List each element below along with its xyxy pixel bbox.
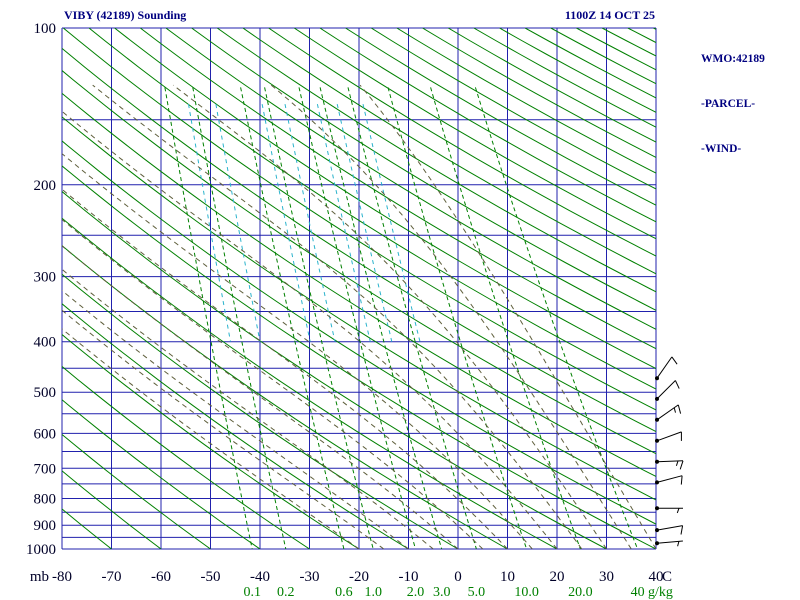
mixing-ratio-tick-label: 10.0 — [514, 585, 539, 600]
station-info-block: WMO:42189 -PARCEL- -WIND- — [701, 22, 765, 187]
wind-barbs — [655, 356, 684, 547]
wind-barb-staff — [656, 404, 679, 421]
mixing-ratio-lines — [164, 87, 639, 549]
pressure-tick-label: 400 — [34, 335, 57, 351]
mixing-ratio-tick-label: 20.0 — [568, 585, 593, 600]
pressure-tick-label: 200 — [34, 178, 57, 194]
wind-barb-staff — [656, 380, 676, 400]
temperature-tick-label: -40 — [250, 569, 270, 585]
wind-barb-full — [671, 356, 678, 365]
temperature-tick-label: -80 — [52, 569, 72, 585]
wind-barb-half — [677, 541, 680, 547]
dry-adiabats — [62, 28, 656, 549]
mixing-ratio-tick-label: 0.1 — [243, 585, 261, 600]
station-wmo-id: WMO:42189 — [701, 53, 765, 65]
pressure-tick-label: 800 — [34, 492, 57, 508]
pressure-tick-label: 900 — [34, 518, 57, 534]
temperature-tick-label: 10 — [500, 569, 515, 585]
pressure-tick-label: 100 — [34, 21, 57, 37]
temperature-tick-label: 40 — [649, 569, 664, 585]
wind-barb-half — [675, 460, 679, 466]
wind-barb-staff — [656, 356, 673, 379]
wind-barb-full — [680, 525, 684, 535]
wind-barb-full — [680, 475, 683, 485]
wind-barb-full — [677, 404, 682, 414]
wind-barb-staff — [656, 475, 683, 483]
temperature-tick-label: 0 — [454, 569, 462, 585]
temperature-tick-label: -30 — [300, 569, 320, 585]
wind-barb-staff — [656, 431, 682, 442]
pressure-axis-unit: mb — [30, 569, 49, 585]
temperature-tick-label: -60 — [151, 569, 171, 585]
moist-adiabats — [62, 84, 656, 549]
legend-parcel: -PARCEL- — [701, 98, 756, 110]
temperature-tick-label: -10 — [399, 569, 419, 585]
temperature-tick-label: -20 — [349, 569, 369, 585]
legend-wind: -WIND- — [701, 143, 742, 155]
mixing-ratio-unit-label: g/kg — [648, 585, 673, 600]
chart-datetime: 1100Z 14 OCT 25 — [564, 8, 655, 22]
mixing-ratio-tick-label: 5.0 — [468, 585, 486, 600]
wind-barb-half — [673, 407, 676, 413]
temperature-tick-label: -50 — [201, 569, 221, 585]
pressure-tick-label: 600 — [34, 426, 57, 442]
mixing-ratio-tick-label: 1.0 — [364, 585, 382, 600]
wind-barb-staff — [656, 460, 684, 463]
pressure-tick-label: 500 — [34, 385, 57, 401]
pressure-tick-label: 1000 — [26, 542, 56, 558]
mixing-ratio-labels: 0.1 0.2 0.6 1.0 2.0 3.0 5.0 10.0 20.0 40 g/kg — [243, 585, 672, 600]
mixing-ratio-tick-label: 40 — [631, 585, 645, 600]
wind-barb-full — [674, 380, 680, 389]
mixing-ratio-tick-label: 0.2 — [277, 585, 295, 600]
temperature-tick-label: -70 — [102, 569, 122, 585]
wind-barb-half — [676, 508, 680, 514]
temperature-tick-label: 20 — [550, 569, 565, 585]
temperature-axis-unit: C — [662, 569, 672, 585]
temperature-tick-label: 30 — [599, 569, 614, 585]
mixing-ratio-tick-label: 2.0 — [407, 585, 425, 600]
chart-title: VIBY (42189) Sounding — [64, 8, 187, 22]
wind-barb-staff — [656, 525, 683, 531]
pressure-tick-label: 300 — [34, 270, 57, 286]
mixing-ratio-tick-label: 3.0 — [433, 585, 451, 600]
ice-saturation-lines — [188, 103, 421, 342]
pressure-tick-label: 700 — [34, 461, 57, 477]
wind-barb-full — [679, 460, 684, 470]
mixing-ratio-tick-label: 0.6 — [335, 585, 353, 600]
